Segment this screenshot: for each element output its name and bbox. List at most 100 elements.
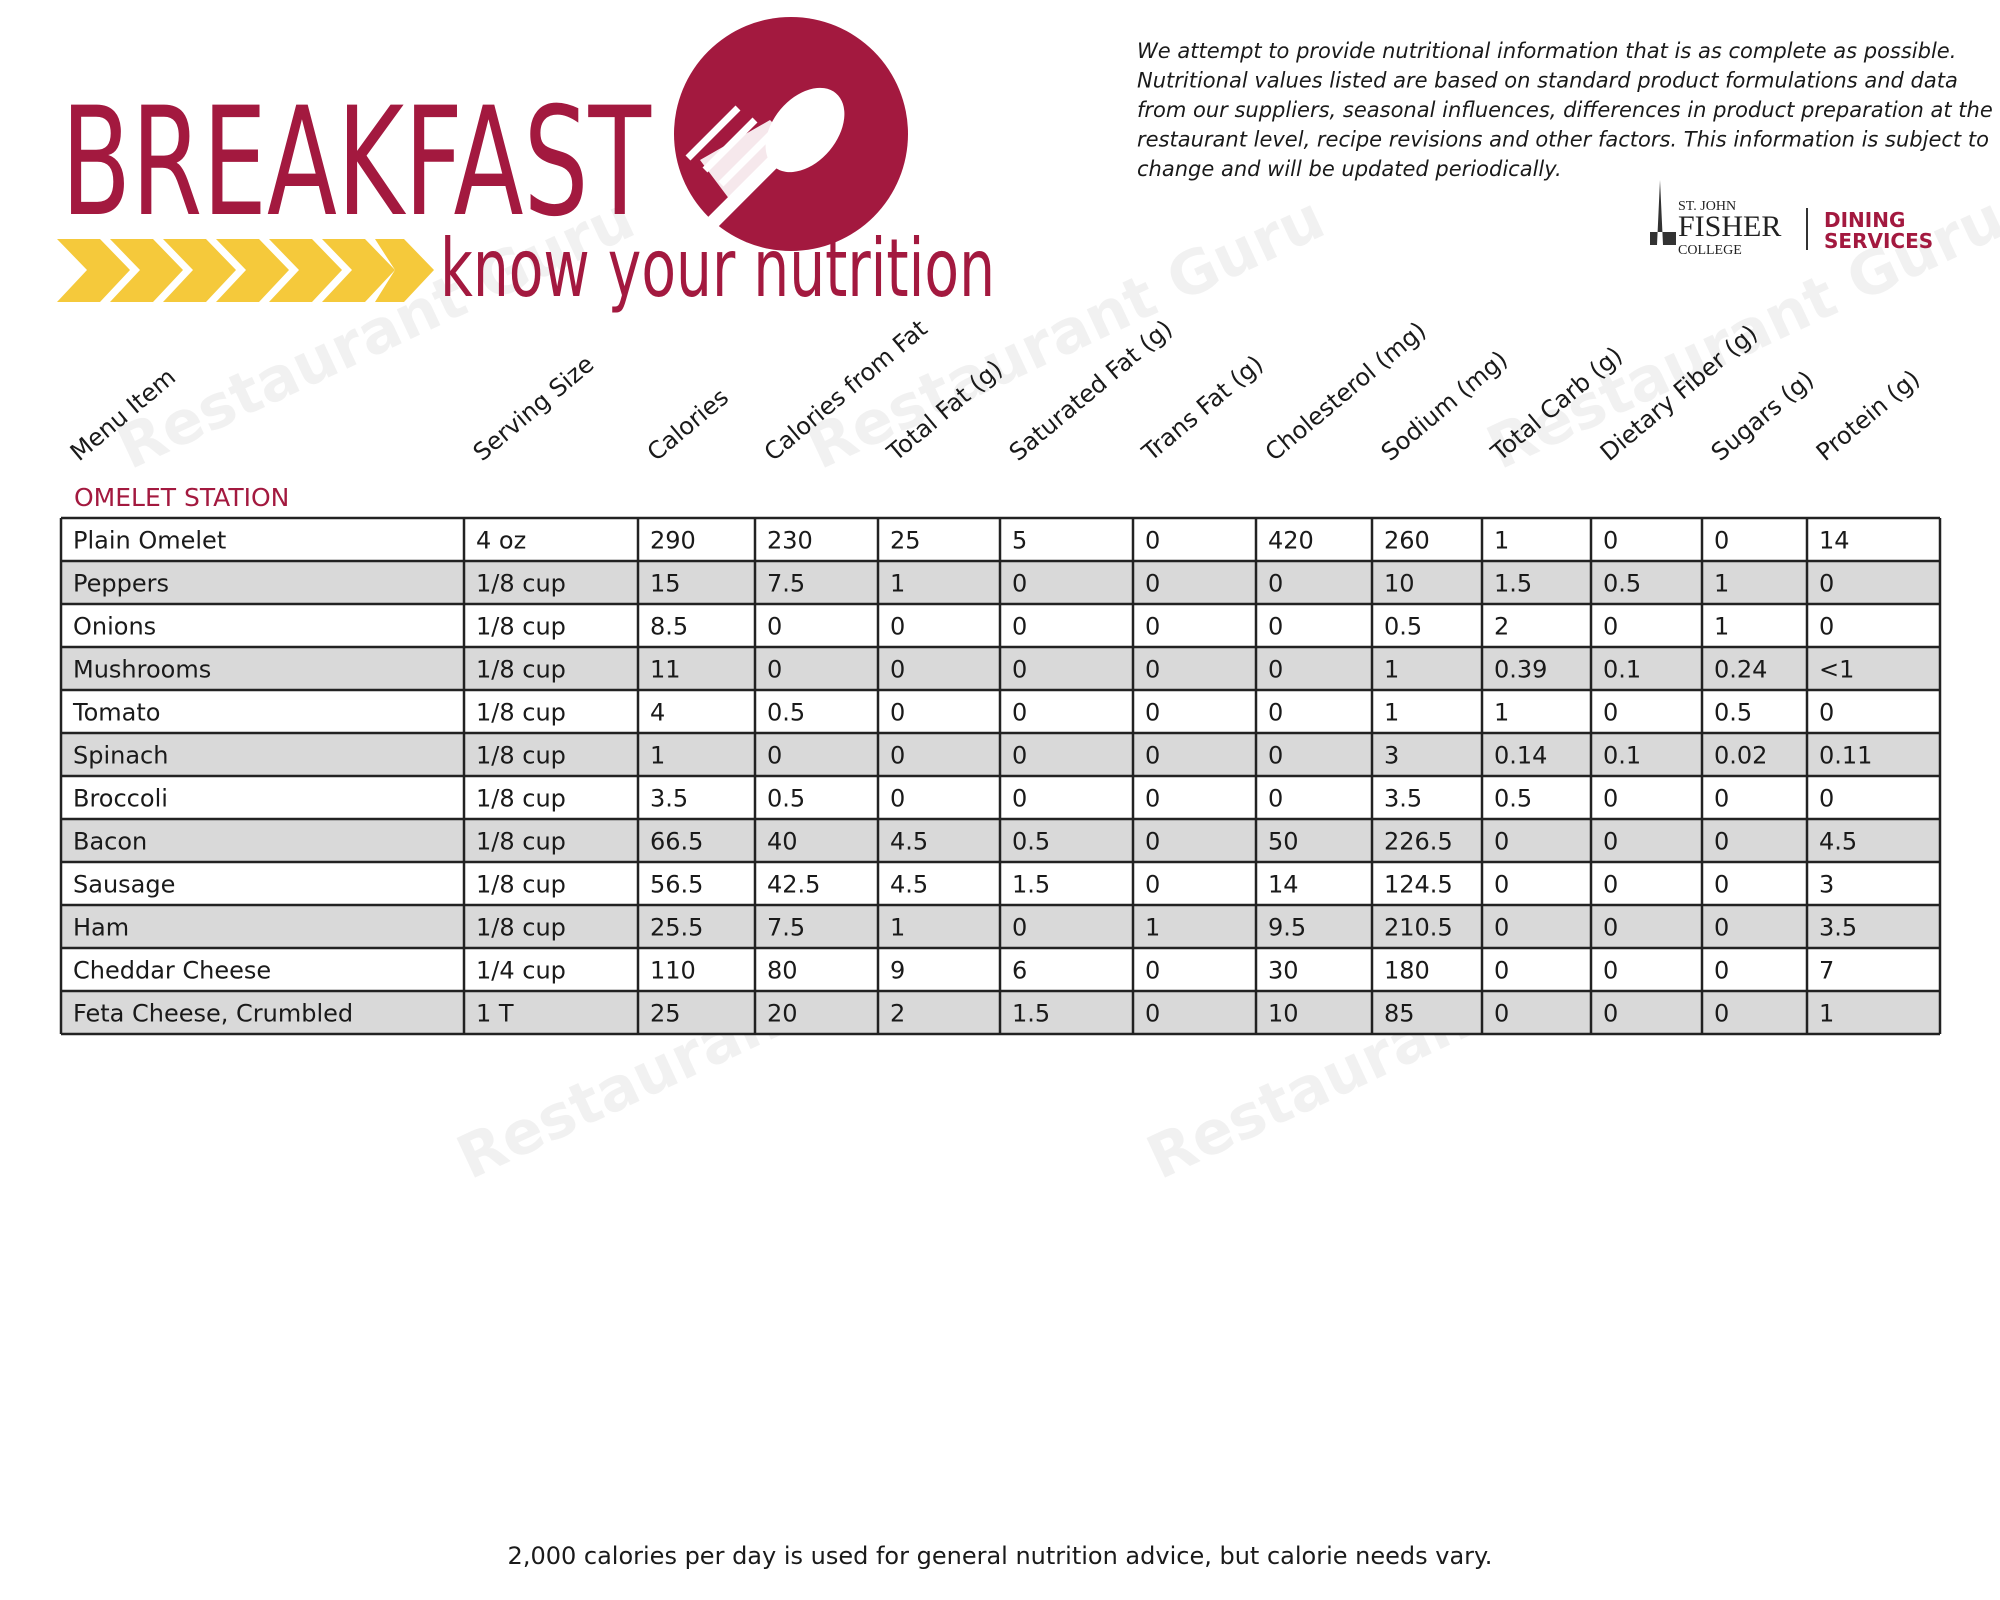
logo-text: FISHER xyxy=(1678,210,1781,243)
cell: 15 xyxy=(650,570,681,598)
cell: 0.5 xyxy=(1384,613,1422,641)
cell: 3 xyxy=(1384,742,1399,770)
cell: 0.1 xyxy=(1603,742,1641,770)
cell: 1 xyxy=(1819,1000,1834,1028)
cell: Onions xyxy=(73,613,156,641)
logo-text: COLLEGE xyxy=(1678,243,1742,258)
cell: 1 xyxy=(1494,699,1509,727)
cell: Feta Cheese, Crumbled xyxy=(73,1000,353,1028)
disclaimer-line: We attempt to provide nutritional inform… xyxy=(1137,39,1956,63)
cell: 4 xyxy=(650,699,665,727)
column-header: Protein (g) xyxy=(1811,364,1925,466)
cell: 0 xyxy=(767,656,782,684)
cell: 0 xyxy=(1012,914,1027,942)
cell: 2 xyxy=(890,1000,905,1028)
cell: 0 xyxy=(1494,957,1509,985)
cell: 0.5 xyxy=(1603,570,1641,598)
cell: 7 xyxy=(1819,957,1834,985)
cell: 0 xyxy=(1145,871,1160,899)
cell: 1 xyxy=(1384,656,1399,684)
cell: 14 xyxy=(1819,527,1850,555)
cell: 0 xyxy=(767,613,782,641)
cell: 0 xyxy=(890,656,905,684)
cell: 0 xyxy=(1714,871,1729,899)
cell: 0.02 xyxy=(1714,742,1767,770)
cell: 0 xyxy=(1012,613,1027,641)
cell: 10 xyxy=(1268,1000,1299,1028)
cell: 1.5 xyxy=(1494,570,1532,598)
cell: 0 xyxy=(767,742,782,770)
cell: 0 xyxy=(1268,785,1283,813)
cell: 0 xyxy=(1603,785,1618,813)
cell: 0 xyxy=(1145,656,1160,684)
logo-plate xyxy=(674,17,908,251)
cell: 0 xyxy=(1603,527,1618,555)
cell: 0 xyxy=(1012,699,1027,727)
cell: 0 xyxy=(1714,957,1729,985)
cell: 25.5 xyxy=(650,914,703,942)
cell: 0.1 xyxy=(1603,656,1641,684)
cell: 0 xyxy=(1714,1000,1729,1028)
cell: 9 xyxy=(890,957,905,985)
cell: 0 xyxy=(1714,785,1729,813)
chevrons xyxy=(57,239,434,302)
cell: 4.5 xyxy=(890,828,928,856)
cell: 85 xyxy=(1384,1000,1415,1028)
cell: Broccoli xyxy=(73,785,168,813)
cell: 0 xyxy=(1603,914,1618,942)
cell: 4.5 xyxy=(890,871,928,899)
cell: 230 xyxy=(767,527,813,555)
cell: Plain Omelet xyxy=(73,527,226,555)
cell: 226.5 xyxy=(1384,828,1453,856)
subtitle: know your nutrition xyxy=(440,222,995,315)
cell: Cheddar Cheese xyxy=(73,957,271,985)
cell: 11 xyxy=(650,656,681,684)
cell: 7.5 xyxy=(767,914,805,942)
cell: 0 xyxy=(1494,1000,1509,1028)
college-logo: ST. JOHN FISHER COLLEGE DINING SERVICES xyxy=(1650,180,1933,258)
cell: 0 xyxy=(1268,699,1283,727)
cell: 40 xyxy=(767,828,798,856)
cell: 0 xyxy=(890,699,905,727)
cell: 0 xyxy=(1145,957,1160,985)
logo-text: ST. JOHN xyxy=(1678,199,1736,214)
cell: 1/8 cup xyxy=(476,914,566,942)
cell: 20 xyxy=(767,1000,798,1028)
cell: 0 xyxy=(1819,570,1834,598)
cell: 4 oz xyxy=(476,527,526,555)
cell: Peppers xyxy=(73,570,169,598)
section-label: OMELET STATION xyxy=(74,483,289,512)
cell: 50 xyxy=(1268,828,1299,856)
cell: <1 xyxy=(1819,656,1854,684)
cell: 0.5 xyxy=(767,785,805,813)
cell: 1 xyxy=(1494,527,1509,555)
cell: 8.5 xyxy=(650,613,688,641)
cell: 0 xyxy=(1012,742,1027,770)
cell: 0 xyxy=(1145,1000,1160,1028)
cell: Bacon xyxy=(73,828,147,856)
cell: 0 xyxy=(1145,785,1160,813)
cell: 1/8 cup xyxy=(476,570,566,598)
cell: 1 xyxy=(1714,570,1729,598)
cell: 1/4 cup xyxy=(476,957,566,985)
cell: 0 xyxy=(1714,914,1729,942)
cell: 1/8 cup xyxy=(476,871,566,899)
cell: 1 xyxy=(650,742,665,770)
cell: 0 xyxy=(1145,699,1160,727)
disclaimer-line: change and will be updated periodically. xyxy=(1137,157,1562,181)
cell: 180 xyxy=(1384,957,1430,985)
cell: 1.5 xyxy=(1012,871,1050,899)
title: BREAKFAST xyxy=(61,76,652,250)
column-header: Calories xyxy=(642,383,734,467)
cell: Ham xyxy=(73,914,129,942)
cell: 0 xyxy=(1012,570,1027,598)
logo-text: SERVICES xyxy=(1824,229,1933,253)
cell: Mushrooms xyxy=(73,656,211,684)
cell: 0 xyxy=(1145,527,1160,555)
cell: 1.5 xyxy=(1012,1000,1050,1028)
cell: 290 xyxy=(650,527,696,555)
cell: 7.5 xyxy=(767,570,805,598)
cell: 0.5 xyxy=(1012,828,1050,856)
disclaimer: We attempt to provide nutritional inform… xyxy=(1137,39,1993,181)
